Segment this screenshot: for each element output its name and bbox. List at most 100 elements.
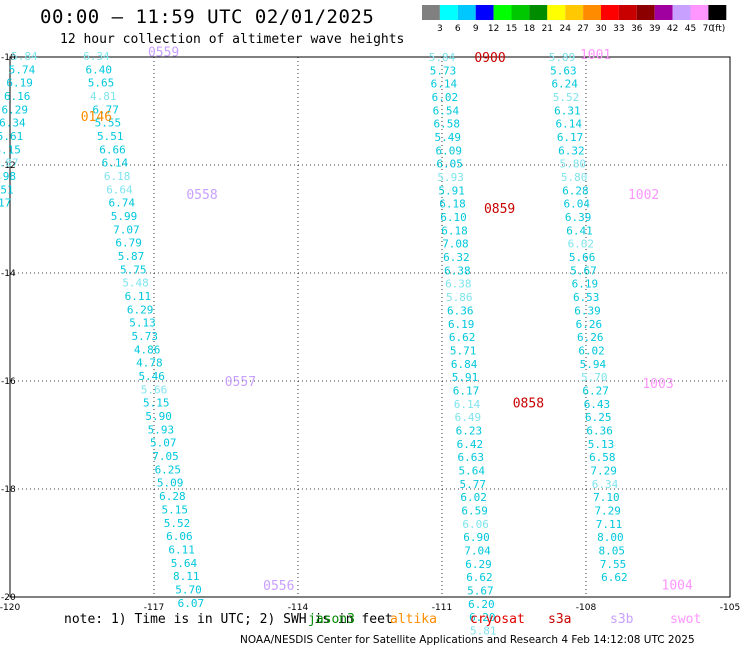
colorbar-unit: (ft) [712, 24, 726, 34]
legend-s3a: s3a [548, 612, 572, 627]
pass-time-label: 1001 [580, 48, 611, 63]
lat-tick-label: -12 [1, 161, 16, 171]
lat-tick-label: -10 [1, 53, 16, 63]
colorbar-swatch [493, 5, 512, 20]
wave-height-value: 6.40 [85, 63, 112, 76]
wave-height-value: 6.62 [449, 331, 476, 344]
colorbar-tick: 9 [473, 24, 479, 34]
lon-tick-label: -120 [0, 603, 20, 613]
colorbar-swatch [636, 5, 655, 20]
wave-height-value: 5.70 [175, 583, 202, 596]
footer-note: note: 1) Time is in UTC; 2) SWH is in fe… [64, 612, 393, 627]
credit-line: NOAA/NESDIS Center for Satellite Applica… [240, 634, 695, 646]
wave-height-value: 5.55 [95, 117, 122, 130]
wave-height-value: 6.34 [83, 50, 110, 63]
wave-height-value: 6.09 [435, 144, 462, 157]
wave-height-value: 5.67 [467, 585, 494, 598]
wave-height-value: 5.46 [138, 370, 165, 383]
colorbar-tick: 45 [685, 24, 696, 34]
wave-height-value: 6.32 [443, 251, 470, 264]
wave-height-value: 6.58 [589, 451, 616, 464]
wave-height-value: 6.06 [166, 530, 193, 543]
wave-height-value: 5.98 [0, 170, 16, 183]
wave-height-value: 5.86 [446, 291, 473, 304]
pass-time-label: 0858 [513, 397, 544, 412]
wave-height-value: 6.74 [108, 197, 135, 210]
wave-height-value: 7.04 [464, 545, 491, 558]
wave-height-value: 6.36 [447, 304, 474, 317]
colorbar-tick: 30 [595, 24, 607, 34]
wave-height-value: 6.19 [572, 278, 599, 291]
pass-time-label: 1002 [628, 188, 659, 203]
colorbar-swatch [457, 5, 476, 20]
wave-height-value: 6.15 [0, 143, 21, 156]
wave-height-value: 6.18 [104, 170, 131, 183]
wave-height-value: 6.24 [551, 78, 578, 91]
wave-height-value: 5.63 [550, 64, 577, 77]
wave-height-value: 6.14 [102, 157, 129, 170]
pass-time-label: 0557 [225, 375, 256, 390]
wave-height-value: 5.94 [580, 358, 607, 371]
wave-height-value: 6.29 [127, 303, 154, 316]
wave-height-value: 5.48 [122, 277, 149, 290]
wave-height-value: 6.25 [155, 463, 182, 476]
wave-height-value: 5.99 [111, 210, 138, 223]
colorbar-tick: 15 [506, 24, 517, 34]
wave-height-value: 5.84 [11, 50, 38, 63]
legend-cryosat: cryosat [470, 612, 525, 627]
note-text: note: 1) Time is in UTC; 2) SWH is in fe… [64, 612, 393, 627]
wave-height-value: 6.19 [448, 318, 475, 331]
wave-height-value: 6.39 [565, 211, 592, 224]
legend-swot: swot [670, 612, 702, 627]
wave-height-value: 5.84 [429, 51, 456, 64]
colorbar-tick: 21 [542, 24, 553, 34]
lat-tick-label: -16 [1, 377, 16, 387]
pass-time-label: 1004 [662, 579, 693, 594]
satellite-legend: jason3 altika cryosat s3a s3b swot [0, 612, 740, 630]
wave-height-value: 6.39 [574, 304, 601, 317]
wave-height-value: 5.73 [430, 64, 457, 77]
wave-height-value: 7.11 [596, 518, 623, 531]
wave-height-value: 6.17 [557, 131, 584, 144]
wave-height-value: 6.29 [2, 103, 29, 116]
wave-height-value: 5.70 [581, 371, 608, 384]
wave-height-value: 5.91 [438, 184, 465, 197]
wave-height-value: 5.80 [560, 158, 587, 171]
wave-height-value: 6.79 [115, 237, 142, 250]
wave-height-value: 6.66 [99, 143, 126, 156]
wave-height-value: 7.29 [590, 464, 617, 477]
wave-height-value: 5.61 [0, 130, 23, 143]
wave-height-value: 6.05 [436, 158, 463, 171]
wave-height-value: 6.31 [554, 104, 581, 117]
colorbar-swatch [422, 5, 440, 20]
wave-height-value: 6.84 [451, 358, 478, 371]
color-scale-legend: 3 6 9 12 15 18 21 24 27 30 33 36 39 42 45 70(ft) [422, 5, 727, 34]
colorbar-tick: 27 [577, 24, 588, 34]
wave-height-value: 7.07 [113, 223, 140, 236]
wave-height-value: 6.26 [577, 331, 604, 344]
colorbar-tick: 33 [613, 24, 624, 34]
colorbar-swatch [583, 5, 601, 20]
wave-height-value: 6.63 [458, 451, 485, 464]
wave-height-value: 6.17 [0, 197, 11, 210]
wave-height-value: 5.93 [148, 423, 175, 436]
colorbar-swatch [565, 5, 584, 20]
wave-height-value: 6.53 [573, 291, 600, 304]
wave-height-value: 6.42 [457, 438, 484, 451]
colorbar-tick: 18 [524, 24, 536, 34]
wave-height-value: 6.51 [0, 183, 14, 196]
colorbar-swatch [439, 5, 458, 20]
pass-time-label: 0146 [81, 110, 112, 125]
wave-height-value: 5.13 [129, 317, 156, 330]
wave-height-value: 8.05 [598, 545, 625, 558]
map-title: 00:00 – 11:59 UTC 02/01/2025 [40, 6, 375, 28]
wave-height-value: 4.78 [136, 357, 163, 370]
wave-height-value: 7.29 [594, 504, 621, 517]
wave-height-value: 6.38 [444, 264, 471, 277]
colorbar-tick: 3 [437, 24, 443, 34]
pass-time-label: 0900 [474, 51, 505, 66]
wave-height-value: 7.55 [600, 558, 627, 571]
wave-height-value: 8.11 [173, 570, 200, 583]
wave-height-value: 7.05 [152, 450, 179, 463]
